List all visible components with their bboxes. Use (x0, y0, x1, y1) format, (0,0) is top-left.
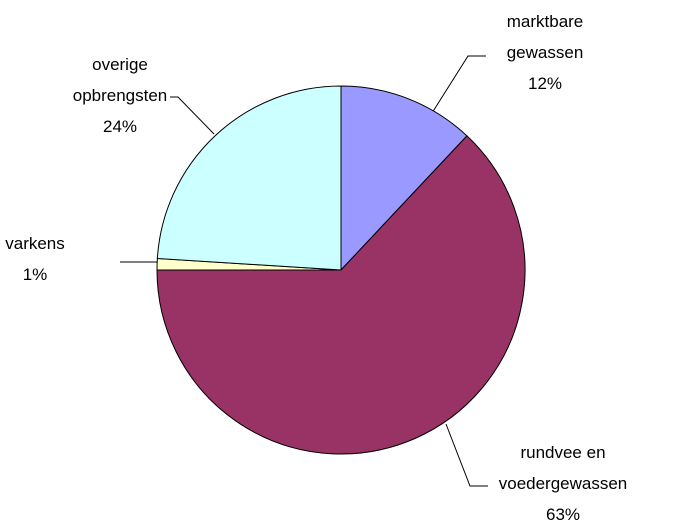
slice-label: rundvee en voedergewassen 63% (483, 437, 643, 522)
category-label: varkens (5, 234, 65, 253)
leader-lines (120, 55, 488, 487)
category-label: marktbare gewassen (506, 12, 584, 62)
value-label: 1% (22, 265, 48, 284)
leader-line (170, 96, 215, 135)
slice-label: marktbare gewassen 12% (480, 6, 610, 99)
category-label: overige opbrengsten (72, 55, 168, 105)
pie-slice (340, 85, 468, 272)
leader-line (431, 55, 486, 114)
slice-label: varkens 1% (0, 228, 85, 290)
value-label: 12% (527, 74, 563, 93)
slice-label: overige opbrengsten 24% (60, 49, 180, 142)
value-label: 63% (545, 505, 581, 522)
pie-slice (156, 85, 342, 271)
leader-line (445, 423, 488, 487)
category-label: rundvee en voedergewassen (498, 443, 628, 493)
pie-slice (156, 135, 526, 455)
value-label: 24% (102, 117, 138, 136)
